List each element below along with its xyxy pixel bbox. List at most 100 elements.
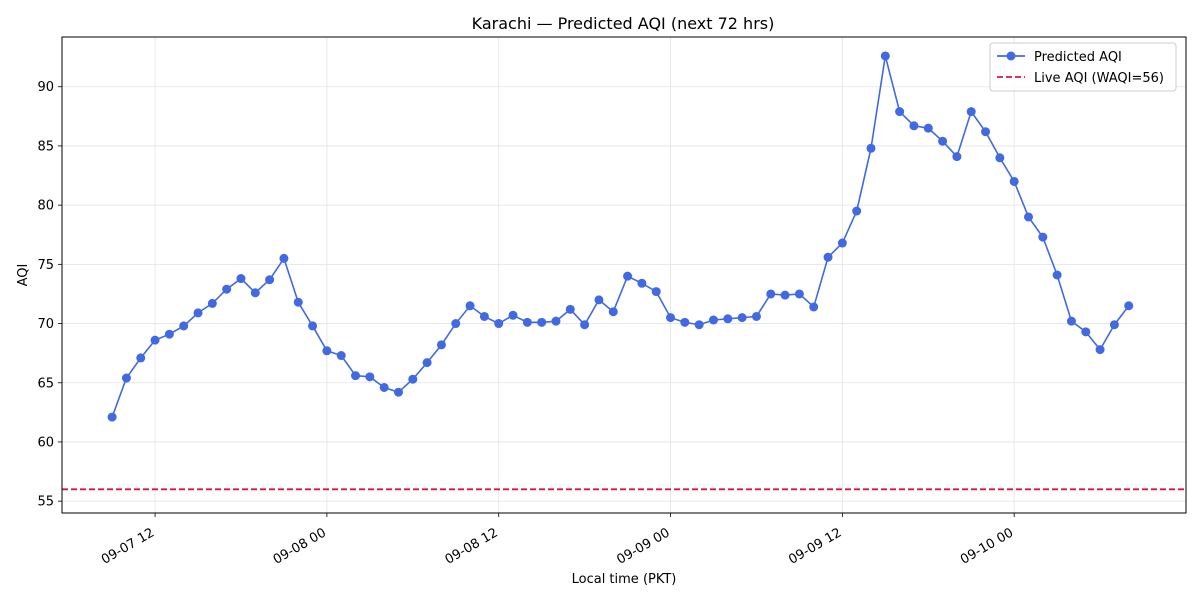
data-point (966, 107, 976, 117)
data-point (852, 206, 862, 216)
data-point (580, 320, 590, 330)
y-tick-label: 65 (37, 376, 54, 391)
data-point (1095, 345, 1105, 355)
data-point (537, 317, 547, 327)
x-axis-label: Local time (PKT) (572, 572, 677, 587)
grid (62, 37, 1186, 513)
x-tick-label: 09-08 12 (443, 525, 501, 567)
data-point (995, 153, 1005, 163)
series-group (107, 51, 1134, 422)
y-axis-label: AQI (16, 264, 31, 287)
data-point (365, 372, 375, 382)
data-point (265, 275, 275, 285)
data-point (193, 308, 203, 318)
data-point (823, 252, 833, 262)
data-point (465, 301, 475, 311)
data-point (809, 302, 819, 312)
data-point (623, 271, 633, 281)
data-point (150, 335, 160, 345)
data-point (293, 297, 303, 307)
data-point (322, 346, 332, 356)
predicted-aqi-line (111, 55, 1130, 418)
data-point (909, 121, 919, 131)
data-point (336, 351, 346, 361)
data-point (1009, 176, 1019, 186)
data-point (880, 51, 890, 61)
data-point (766, 289, 776, 299)
data-point (1081, 327, 1091, 337)
data-point (1024, 212, 1033, 222)
data-point (351, 371, 361, 381)
data-point (608, 307, 618, 317)
data-point (508, 310, 518, 320)
data-point (494, 319, 504, 329)
x-tick-label: 09-07 12 (99, 525, 157, 567)
data-point (436, 340, 446, 350)
legend-label-predicted: Predicted AQI (1034, 50, 1122, 65)
data-point (1109, 320, 1119, 330)
x-tick-label: 09-08 00 (271, 525, 329, 567)
data-point (895, 107, 905, 117)
data-point (952, 152, 962, 162)
data-point (408, 374, 418, 384)
data-point (981, 127, 991, 137)
data-point (708, 315, 718, 325)
data-point (694, 320, 704, 330)
data-point (522, 317, 532, 327)
data-point (637, 278, 647, 288)
y-tick-label: 80 (37, 199, 54, 214)
data-point (565, 304, 575, 314)
data-point (551, 316, 561, 326)
y-tick-label: 75 (37, 258, 54, 273)
data-point (1052, 270, 1062, 280)
data-point (1038, 232, 1048, 242)
legend: Predicted AQI Live AQI (WAQI=56) (989, 42, 1177, 92)
data-point (422, 358, 432, 368)
y-tick-label: 55 (37, 495, 54, 510)
data-point (651, 287, 661, 297)
legend-box (989, 42, 1177, 92)
data-point (379, 382, 389, 392)
data-point (107, 412, 117, 422)
data-point (780, 290, 790, 300)
data-point (794, 289, 804, 299)
data-point (594, 295, 604, 305)
data-point (179, 321, 189, 331)
y-tick-label: 85 (37, 139, 54, 154)
y-tick-label: 90 (37, 80, 54, 95)
legend-swatch-predicted-marker (1006, 51, 1016, 61)
data-point (393, 387, 403, 397)
data-point (666, 313, 676, 323)
data-point (737, 313, 747, 323)
data-point (207, 298, 217, 308)
data-point (1066, 316, 1076, 326)
x-tick-label: 09-10 00 (958, 525, 1016, 567)
data-point (680, 317, 690, 327)
data-point (222, 284, 232, 294)
data-point (923, 123, 933, 133)
data-point (1124, 301, 1134, 311)
chart-title: Karachi — Predicted AQI (next 72 hrs) (472, 14, 775, 33)
plot-area-frame (61, 36, 1187, 514)
y-tick-label: 70 (37, 317, 54, 332)
data-point (236, 274, 246, 284)
data-point (837, 238, 847, 248)
data-point (479, 311, 489, 321)
data-point (938, 136, 948, 146)
data-point (250, 288, 260, 298)
data-point (279, 253, 289, 263)
x-tick-label: 09-09 00 (614, 525, 672, 567)
data-point (308, 321, 318, 331)
data-point (136, 353, 146, 363)
data-point (164, 329, 174, 339)
data-point (451, 319, 461, 329)
data-point (121, 373, 131, 383)
data-point (723, 314, 733, 324)
legend-label-live: Live AQI (WAQI=56) (1034, 71, 1164, 86)
y-tick-label: 60 (37, 435, 54, 450)
data-point (866, 143, 876, 153)
data-point (751, 311, 761, 321)
x-tick-label: 09-09 12 (786, 525, 844, 567)
